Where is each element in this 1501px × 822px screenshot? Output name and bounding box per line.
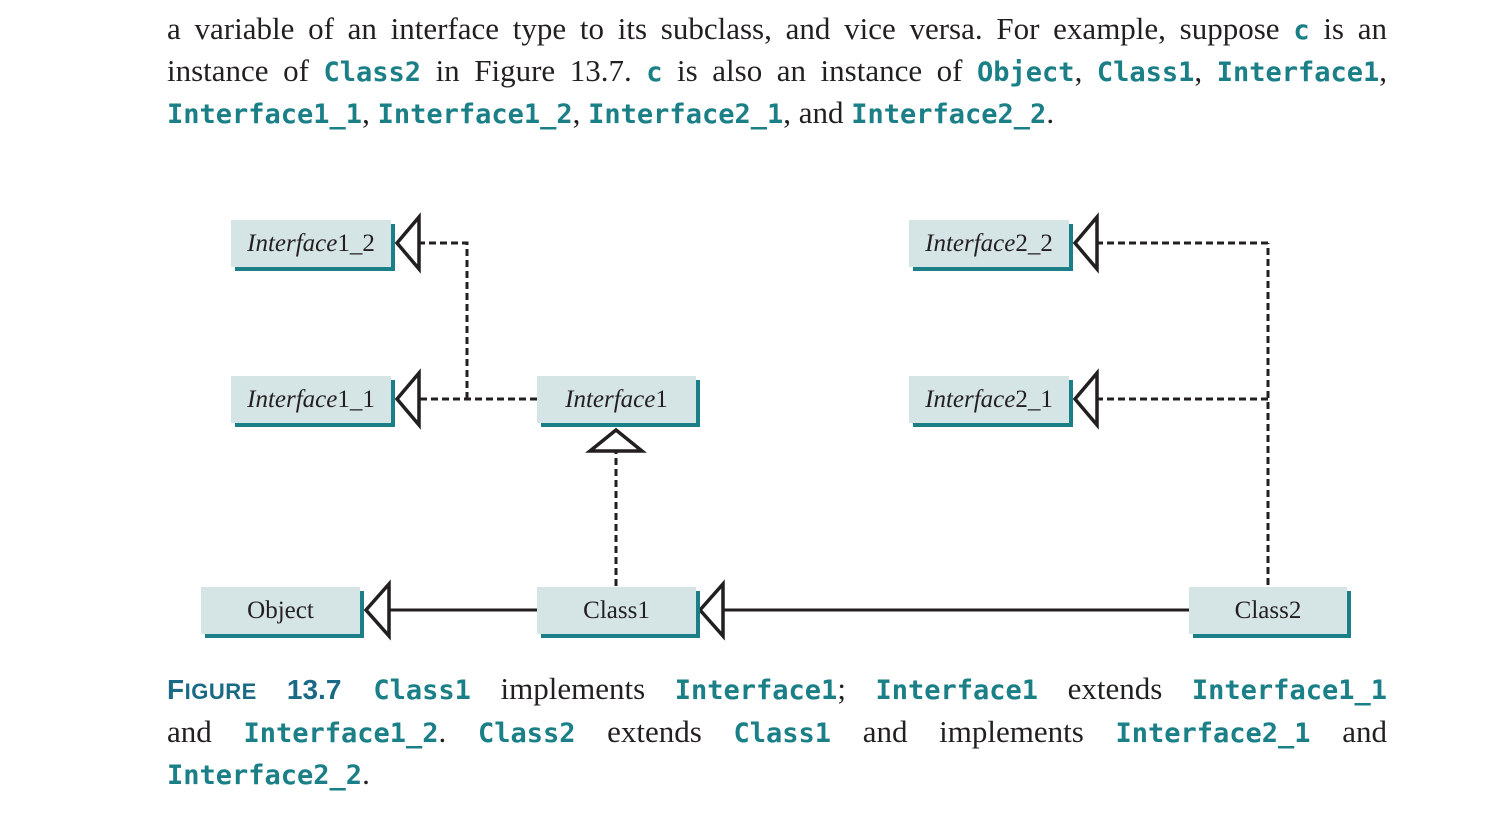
text-run: extends: [1038, 671, 1192, 706]
text-run: is an: [1309, 11, 1387, 46]
text-run: extends: [575, 714, 734, 749]
code-token: Class2: [477, 718, 576, 749]
box-object: Object: [201, 587, 360, 634]
code-token: Interface1_1: [167, 99, 363, 130]
code-token: Interface2_1: [1115, 718, 1311, 749]
text-run: ,: [572, 95, 589, 130]
code-token: c: [1293, 15, 1310, 46]
caption-line-3: Interface2_2.: [167, 754, 1387, 796]
text-run: .: [438, 714, 478, 749]
text-run: .: [362, 756, 370, 791]
code-token: Class2: [323, 57, 422, 88]
box-interface2_2: Interface 2_2: [909, 220, 1069, 267]
text-run: a variable of an interface type to its s…: [167, 11, 1294, 46]
arrowhead-interface1_1: [394, 368, 421, 430]
code-token: Interface1: [674, 675, 838, 706]
box-class1: Class1: [537, 587, 696, 634]
code-token: Class1: [733, 718, 832, 749]
text-run: and implements: [831, 714, 1116, 749]
code-token: Interface1_1: [1191, 675, 1387, 706]
intro-line-1: a variable of an interface type to its s…: [167, 9, 1387, 51]
box-interface2_1: Interface 2_1: [909, 376, 1069, 423]
text-run: is also an instance of: [662, 53, 978, 88]
code-token: Class1: [1096, 57, 1195, 88]
figure-number: 13.7: [286, 674, 342, 705]
text-run: and: [167, 714, 244, 749]
figure-caption: FIGURE 13.7 Class1 implements Interface1;…: [167, 669, 1387, 796]
text-run: in Figure 13.7.: [421, 53, 647, 88]
text-run: and: [1310, 714, 1388, 749]
code-token: Interface2_1: [588, 99, 784, 130]
figure-label: FIGURE: [167, 674, 257, 705]
text-run: implements: [470, 671, 675, 706]
caption-line-1: FIGURE 13.7 Class1 implements Interface1;…: [167, 669, 1387, 712]
code-token: Class1: [373, 675, 471, 706]
code-token: c: [646, 57, 663, 88]
code-token: Interface1_2: [377, 99, 573, 130]
text-run: ,: [362, 95, 378, 130]
text-run: instance of: [167, 53, 324, 88]
arrowhead-interface2_1: [1072, 368, 1099, 430]
arrowhead-class1: [697, 579, 725, 641]
code-token: Interface1: [1216, 57, 1380, 88]
code-token: Interface1: [875, 675, 1039, 706]
text-run: ;: [837, 671, 876, 706]
box-class2: Class2: [1189, 587, 1347, 634]
code-token: Interface2_2: [851, 99, 1047, 130]
box-interface1: Interface 1: [537, 376, 696, 423]
box-interface1_1: Interface 1_1: [231, 376, 391, 423]
intro-line-2: instance of Class2 in Figure 13.7. c is …: [167, 51, 1387, 93]
arrowhead-object: [363, 579, 391, 641]
intro-line-3: Interface1_1, Interface1_2, Interface2_1…: [167, 93, 1387, 135]
code-token: Interface2_2: [167, 760, 363, 791]
text-run: ,: [1379, 53, 1388, 88]
caption-line-2: and Interface1_2. Class2 extends Class1 …: [167, 712, 1387, 754]
arrowhead-interface1_2: [394, 212, 421, 274]
intro-paragraph: a variable of an interface type to its s…: [167, 9, 1387, 135]
arrowhead-interface2_2: [1072, 212, 1099, 274]
edge-interface1-to-interface1_2: [419, 241, 469, 399]
text-run: .: [1046, 95, 1055, 130]
box-interface1_2: Interface 1_2: [231, 220, 391, 267]
code-token: Interface1_2: [243, 718, 439, 749]
text-run: , and: [783, 95, 852, 130]
arrowhead-interface1: [585, 427, 647, 453]
text-run: ,: [1074, 53, 1097, 88]
code-token: Object: [977, 57, 1075, 88]
text-run: ,: [1194, 53, 1217, 88]
